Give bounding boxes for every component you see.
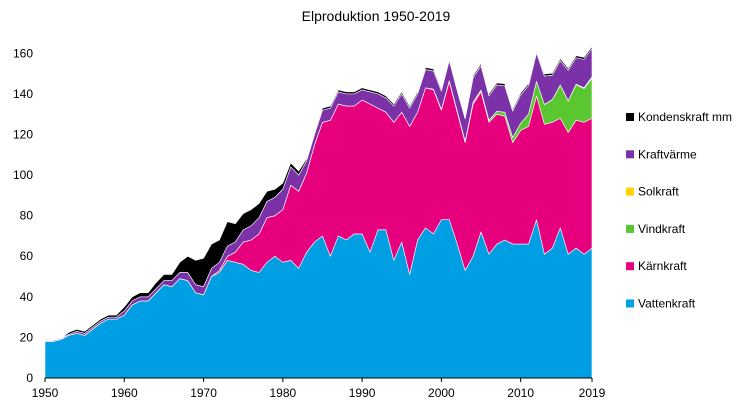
y-tick-label: 60 [20,249,34,263]
y-tick-label: 120 [13,127,33,141]
legend-swatch [626,224,634,233]
x-tick-label: 2000 [428,386,455,400]
legend-item: Kondenskraft mm [626,110,732,124]
y-tick-label: 80 [20,209,34,223]
x-tick-label: 1980 [269,386,296,400]
legend-item: Vattenkraft [626,297,696,311]
legend-item: Solkraft [626,185,679,199]
legend-swatch [626,262,634,271]
legend-label: Kraftvärme [638,147,697,161]
x-tick-label: 2010 [507,386,534,400]
y-tick-label: 0 [26,371,33,385]
axes: 0 20 40 60 80 100 120 140 160 1950 1960 1970 1980 199… [13,46,606,400]
legend-swatch [626,150,634,159]
x-tick-label: 1950 [32,386,59,400]
y-tick-label: 100 [13,168,33,182]
legend-item: Kraftvärme [626,147,697,161]
y-tick-label: 20 [20,330,34,344]
chart-title: Elproduktion 1950-2019 [302,8,451,24]
legend-item: Vindkraft [626,222,686,236]
x-tick-label: 1990 [349,386,376,400]
legend-label: Vattenkraft [638,297,696,311]
legend-swatch [626,187,634,196]
legend-label: Kondenskraft mm [638,110,732,124]
x-tick-label: 1970 [190,386,217,400]
legend-swatch [626,299,634,308]
legend-label: Kärnkraft [638,259,687,273]
legend: Kondenskraft mm Kraftvärme Solkraft Vindkra… [626,110,732,311]
area-series-0 [44,219,593,379]
y-tick-label: 40 [20,290,34,304]
y-tick-label: 140 [13,87,33,101]
stacked-areas [44,46,593,379]
x-tick-label: 1960 [111,386,138,400]
legend-label: Solkraft [638,185,679,199]
legend-swatch [626,113,634,121]
area-series-5 [44,46,593,341]
y-tick-label: 160 [13,46,33,60]
legend-label: Vindkraft [638,222,686,236]
legend-item: Kärnkraft [626,259,687,273]
x-tick-label: 2019 [579,386,606,400]
